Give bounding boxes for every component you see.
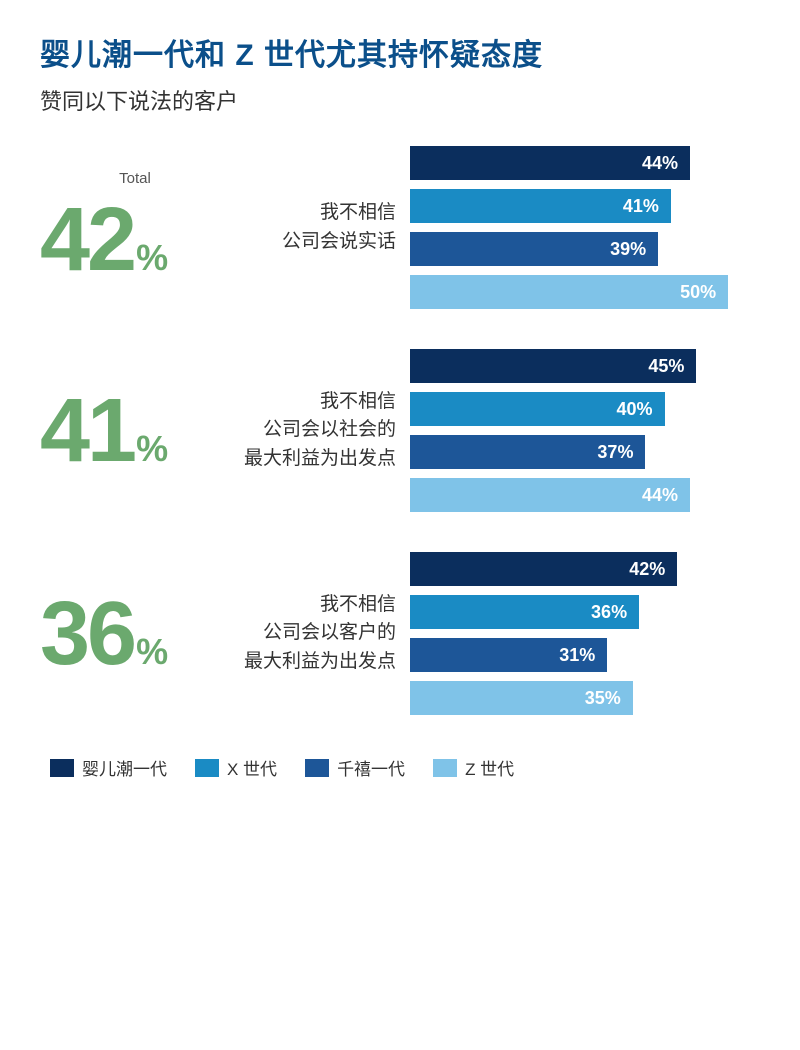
bar: 40%: [410, 392, 665, 426]
bar: 42%: [410, 552, 677, 586]
bars-column: 44% 41% 39% 50%: [410, 146, 760, 309]
total-header-label: Total: [40, 170, 230, 187]
bar-wrap: 36%: [410, 595, 760, 629]
bar-wrap: 40%: [410, 392, 760, 426]
bar-value-label: 31%: [559, 645, 595, 666]
bar-wrap: 41%: [410, 189, 760, 223]
total-column: 36%: [40, 589, 240, 679]
total-column: 41%: [40, 386, 240, 476]
bar: 31%: [410, 638, 607, 672]
legend: 婴儿潮一代 X 世代 千禧一代 Z 世代: [40, 755, 760, 780]
bar-wrap: 42%: [410, 552, 760, 586]
statement-text: 我不相信公司会以社会的最大利益为出发点: [240, 388, 410, 474]
total-number: 36: [40, 589, 134, 679]
bar-value-label: 44%: [642, 153, 678, 174]
bar-value-label: 40%: [617, 399, 653, 420]
statement-text: 我不相信公司会说实话: [240, 199, 410, 256]
legend-item: Z 世代: [433, 755, 514, 780]
bar-wrap: 37%: [410, 435, 760, 469]
bar-wrap: 39%: [410, 232, 760, 266]
legend-item: X 世代: [195, 755, 277, 780]
statement-text: 我不相信公司会以客户的最大利益为出发点: [240, 591, 410, 677]
bar-value-label: 45%: [648, 356, 684, 377]
chart-section: Total42%我不相信公司会说实话44%41%39%50%: [40, 146, 760, 309]
bar-value-label: 41%: [623, 196, 659, 217]
bar: 41%: [410, 189, 671, 223]
percent-symbol: %: [136, 631, 168, 673]
bar-wrap: 35%: [410, 681, 760, 715]
bar-wrap: 44%: [410, 146, 760, 180]
percent-symbol: %: [136, 428, 168, 470]
bar: 44%: [410, 146, 690, 180]
chart-sections-container: Total42%我不相信公司会说实话44%41%39%50%41%我不相信公司会…: [40, 146, 760, 715]
bar: 44%: [410, 478, 690, 512]
bar: 37%: [410, 435, 645, 469]
bar-value-label: 50%: [680, 282, 716, 303]
legend-label: X 世代: [227, 755, 277, 780]
legend-item: 婴儿潮一代: [50, 755, 167, 780]
total-number: 42: [40, 195, 134, 285]
bar-wrap: 50%: [410, 275, 760, 309]
bar-value-label: 35%: [585, 688, 621, 709]
bar: 36%: [410, 595, 639, 629]
total-percentage: 41%: [40, 386, 230, 476]
bars-column: 42% 36% 31% 35%: [410, 552, 760, 715]
chart-section: 41%我不相信公司会以社会的最大利益为出发点45%40%37%44%: [40, 349, 760, 512]
bar-wrap: 45%: [410, 349, 760, 383]
page-title: 婴儿潮一代和 Z 世代尤其持怀疑态度: [40, 30, 760, 74]
total-number: 41: [40, 386, 134, 476]
bar: 45%: [410, 349, 696, 383]
bar: 50%: [410, 275, 728, 309]
total-column: Total 42%: [40, 170, 240, 285]
total-percentage: 42%: [40, 195, 230, 285]
legend-label: Z 世代: [465, 755, 514, 780]
bars-column: 45% 40% 37% 44%: [410, 349, 760, 512]
bar-value-label: 39%: [610, 239, 646, 260]
bar: 39%: [410, 232, 658, 266]
legend-swatch: [433, 759, 457, 777]
legend-label: 婴儿潮一代: [82, 755, 167, 780]
bar: 35%: [410, 681, 633, 715]
percent-symbol: %: [136, 237, 168, 279]
page-subtitle: 赞同以下说法的客户: [40, 84, 760, 116]
bar-value-label: 44%: [642, 485, 678, 506]
bar-wrap: 44%: [410, 478, 760, 512]
legend-swatch: [50, 759, 74, 777]
bar-wrap: 31%: [410, 638, 760, 672]
bar-value-label: 37%: [597, 442, 633, 463]
legend-swatch: [305, 759, 329, 777]
total-percentage: 36%: [40, 589, 230, 679]
legend-swatch: [195, 759, 219, 777]
bar-value-label: 36%: [591, 602, 627, 623]
bar-value-label: 42%: [629, 559, 665, 580]
legend-item: 千禧一代: [305, 755, 405, 780]
chart-section: 36%我不相信公司会以客户的最大利益为出发点42%36%31%35%: [40, 552, 760, 715]
legend-label: 千禧一代: [337, 755, 405, 780]
